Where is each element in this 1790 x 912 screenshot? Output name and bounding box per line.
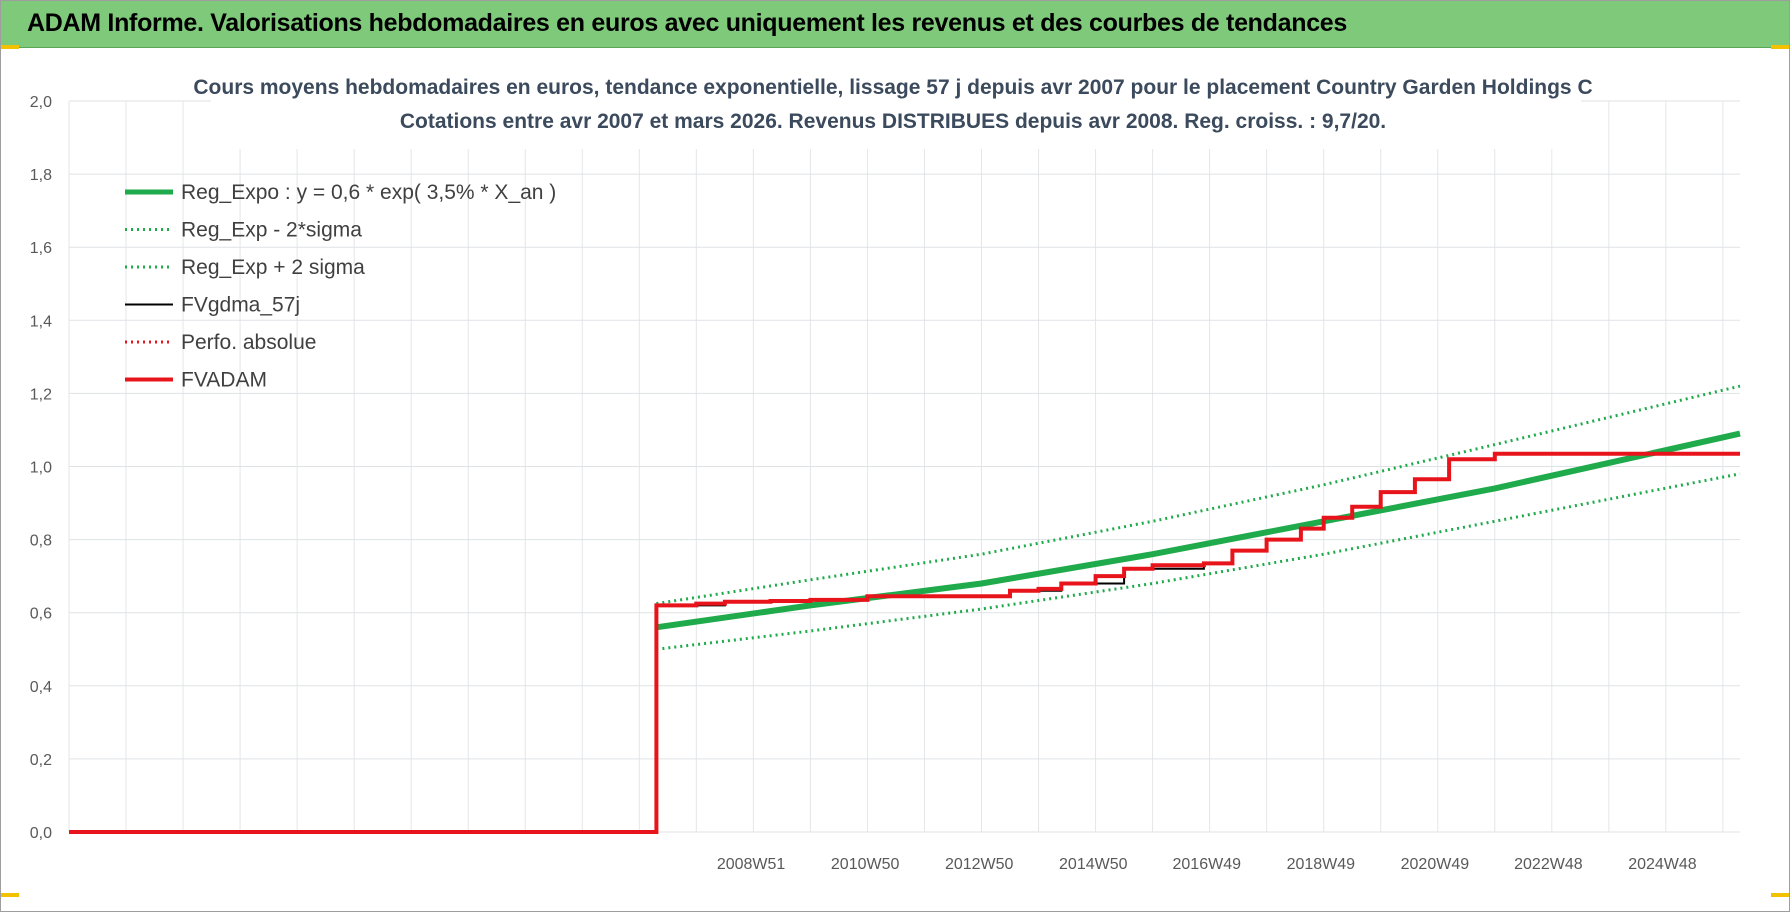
- corner-marker: [1771, 893, 1789, 897]
- legend-label-lo: Reg_Exp - 2*sigma: [181, 219, 362, 242]
- header-banner: ADAM Informe. Valorisations hebdomadaire…: [1, 1, 1789, 48]
- y-tick-label: 0,6: [30, 606, 52, 623]
- x-tick-label: 2022W48: [1514, 856, 1583, 873]
- line-chart: 0,0 0,2 0,4 0,6 0,8 1,0 1,2 1,4 1,6 1,8 2,0 2008W5…: [30, 75, 1741, 873]
- y-tick-label: 1,0: [30, 460, 52, 477]
- series-line-fva: [69, 451, 1740, 834]
- y-tick-label: 0,4: [30, 679, 52, 696]
- legend-label-fvg: FVgdma_57j: [181, 294, 300, 317]
- y-tick-label: 2,0: [30, 94, 52, 111]
- x-tick-label: 2020W49: [1401, 856, 1470, 873]
- series-line-fvg: [656, 452, 1740, 607]
- x-tick-label: 2024W48: [1628, 856, 1697, 873]
- corner-marker: [1, 893, 19, 897]
- corner-marker: [1, 45, 19, 49]
- x-tick-label: 2014W50: [1059, 856, 1128, 873]
- y-axis-ticks: 0,0 0,2 0,4 0,6 0,8 1,0 1,2 1,4 1,6 1,8 2,0: [30, 94, 52, 842]
- legend-label-fva: FVADAM: [181, 369, 267, 392]
- series-line-lo: [656, 472, 1741, 651]
- corner-marker: [1771, 45, 1789, 49]
- y-tick-label: 0,0: [30, 825, 52, 842]
- legend-label-perf: Perfo. absolue: [181, 331, 316, 354]
- legend: Reg_Expo : y = 0,6 * exp( 3,5% * X_an ) R…: [125, 181, 556, 392]
- series-line-reg: [655, 430, 1741, 631]
- grid: [68, 100, 1740, 833]
- y-tick-label: 1,6: [30, 240, 52, 257]
- title-background: [211, 75, 1581, 149]
- header-title: ADAM Informe. Valorisations hebdomadaire…: [27, 9, 1348, 37]
- x-tick-label: 2018W49: [1287, 856, 1356, 873]
- y-tick-label: 0,2: [30, 752, 52, 769]
- chart-subtitle: Cotations entre avr 2007 et mars 2026. R…: [400, 110, 1386, 133]
- legend-label-hi: Reg_Exp + 2 sigma: [181, 256, 365, 279]
- y-tick-label: 1,8: [30, 167, 52, 184]
- y-tick-label: 0,8: [30, 533, 52, 550]
- x-tick-label: 2010W50: [831, 856, 900, 873]
- legend-label-reg: Reg_Expo : y = 0,6 * exp( 3,5% * X_an ): [181, 181, 556, 204]
- y-tick-label: 1,2: [30, 386, 52, 403]
- series-line-hi: [656, 384, 1741, 606]
- x-tick-label: 2012W50: [945, 856, 1014, 873]
- y-tick-label: 1,4: [30, 313, 52, 330]
- chart-title: Cours moyens hebdomadaires en euros, ten…: [193, 76, 1592, 99]
- x-tick-label: 2008W51: [717, 856, 786, 873]
- series-lines: [69, 384, 1741, 834]
- x-axis-ticks: 2008W51 2010W50 2012W50 2014W50 2016W49 2018W…: [717, 856, 1697, 873]
- x-tick-label: 2016W49: [1173, 856, 1242, 873]
